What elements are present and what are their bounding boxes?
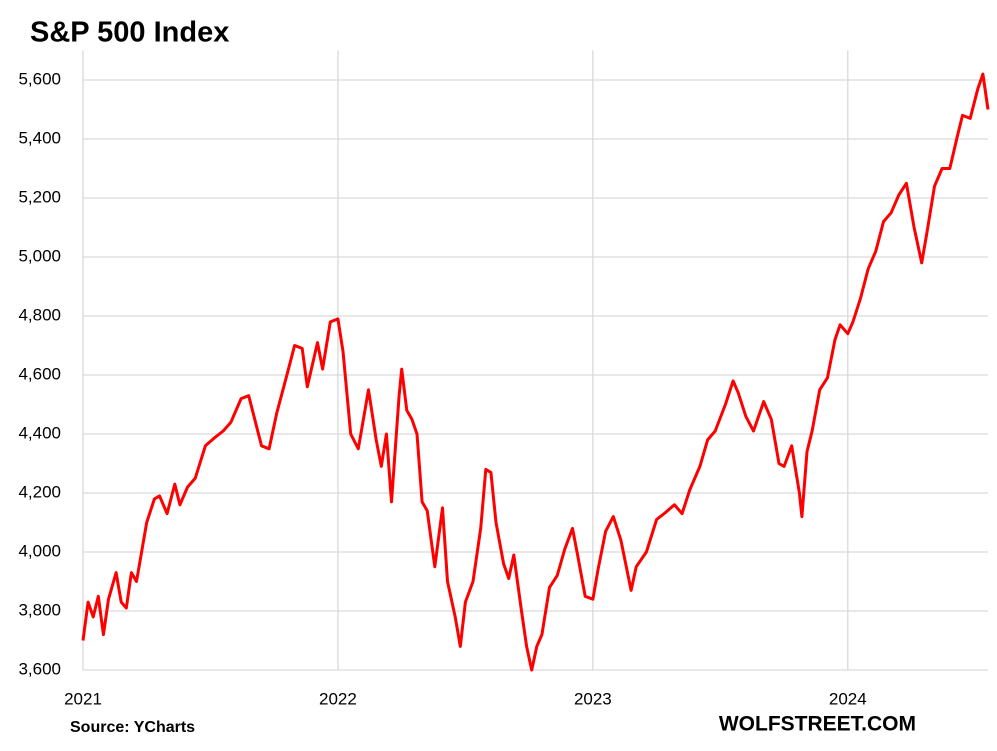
y-tick-label: 5,000 (18, 246, 61, 265)
source: Source: YCharts (70, 719, 195, 736)
y-tick-label: 4,000 (18, 541, 61, 560)
credit: WOLFSTREET.COM (719, 713, 916, 736)
chart-title: S&P 500 Index (30, 17, 229, 49)
price-line (81, 72, 990, 672)
x-tick-label: 2023 (574, 689, 612, 708)
y-tick-label: 3,600 (18, 659, 61, 678)
y-tick-label: 4,400 (18, 423, 61, 442)
x-tick-label: 2022 (319, 689, 357, 708)
y-tick-label: 5,400 (18, 128, 61, 147)
y-tick-label: 5,200 (18, 187, 61, 206)
y-tick-label: 5,600 (18, 69, 61, 88)
y-tick-label: 4,600 (18, 364, 61, 383)
x-tick-label: 2024 (829, 689, 867, 708)
y-tick-label: 3,800 (18, 600, 61, 619)
y-tick-label: 4,800 (18, 305, 61, 324)
y-tick-label: 4,200 (18, 482, 61, 501)
x-tick-label: 2021 (64, 689, 102, 708)
